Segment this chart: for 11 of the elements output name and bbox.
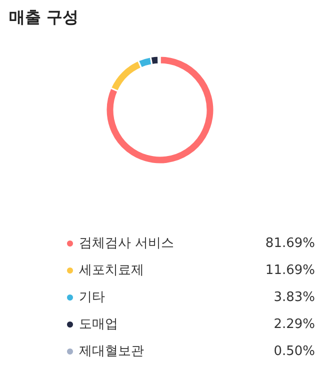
data-label: 0.50%	[274, 344, 315, 359]
legend-label: 세포치료제	[79, 263, 144, 278]
data-label: 2.29%	[274, 317, 315, 332]
legend-label: 도매업	[79, 317, 118, 332]
data-label: 11.69%	[265, 263, 315, 278]
legend-label: 검체검사 서비스	[79, 236, 174, 251]
data-label: 81.69%	[265, 236, 315, 251]
legend-label: 제대혈보관	[79, 344, 144, 359]
chart-title: 매출 구성	[9, 8, 79, 26]
data-label: 3.83%	[274, 290, 315, 305]
legend-label: 기타	[79, 290, 105, 305]
